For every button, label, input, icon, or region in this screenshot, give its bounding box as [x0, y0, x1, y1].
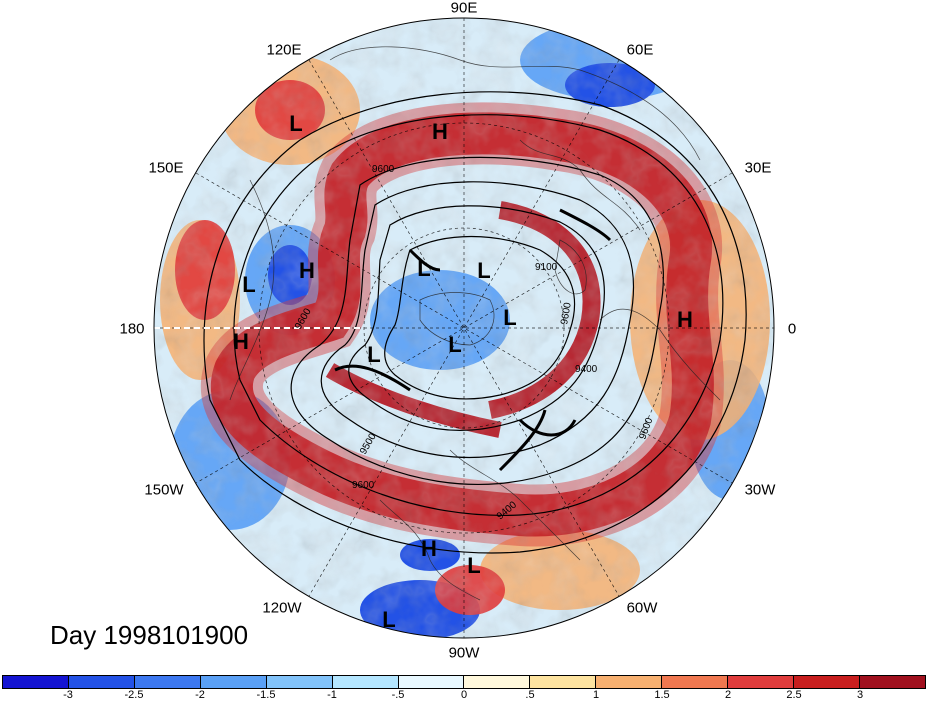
- lon-label-90w: 90W: [448, 644, 480, 662]
- map-disk: [154, 18, 774, 638]
- colorbar-segment: [728, 676, 795, 688]
- lon-label-90e: 90E: [450, 0, 478, 17]
- colorbar-segment: [68, 676, 135, 688]
- low-pressure-marker: L: [467, 553, 480, 578]
- low-pressure-marker: L: [289, 111, 302, 136]
- high-pressure-marker: H: [421, 536, 437, 561]
- lon-label-60w: 60W: [626, 599, 658, 617]
- colorbar-segment: [134, 676, 201, 688]
- lon-label-30e: 30E: [744, 159, 772, 177]
- date-title: Day 1998101900: [50, 620, 249, 650]
- contour-label: 9400: [575, 364, 598, 375]
- colorbar-segment: [398, 676, 465, 688]
- high-pressure-marker: H: [432, 119, 448, 144]
- colorbar-segment: [530, 676, 597, 688]
- low-pressure-marker: L: [242, 272, 255, 297]
- colorbar-tick-label: .5: [525, 689, 535, 701]
- low-pressure-marker: L: [503, 305, 516, 330]
- contour-label: 9600: [372, 164, 395, 175]
- low-pressure-marker: L: [477, 258, 490, 283]
- high-pressure-marker: H: [677, 307, 693, 332]
- colorbar-tick-label: -3: [63, 689, 73, 701]
- colorbar-tick-label: -.5: [391, 689, 405, 701]
- colorbar-segment: [266, 676, 333, 688]
- colorbar-tick-label: 3: [856, 689, 864, 701]
- colorbar-segment: [200, 676, 267, 688]
- lon-label-60e: 60E: [626, 41, 654, 59]
- colorbar-tick-label: -2: [195, 689, 205, 701]
- contour-label: 9600: [559, 301, 574, 325]
- low-pressure-marker: L: [417, 256, 430, 281]
- lon-label-120e: 120E: [266, 41, 302, 59]
- colorbar-segment: [662, 676, 729, 688]
- colorbar-tick-label: 2: [724, 689, 732, 701]
- lon-label-150w: 150W: [144, 481, 184, 499]
- low-pressure-marker: L: [367, 342, 380, 367]
- contour-label: 9100: [535, 262, 558, 273]
- colorbar: [2, 675, 926, 689]
- colorbar-tick-label: 0: [460, 689, 468, 701]
- colorbar-tick-label: 1.5: [654, 689, 670, 701]
- map-border: [153, 17, 775, 639]
- colorbar-segment: [794, 676, 860, 688]
- contour-label: 9600: [352, 480, 375, 491]
- colorbar-segment: [596, 676, 663, 688]
- high-pressure-marker: H: [299, 258, 315, 283]
- colorbar-tick-label: -2.5: [124, 689, 144, 701]
- lon-label-0: 0: [787, 320, 797, 338]
- lon-label-150e: 150E: [148, 159, 184, 177]
- colorbar-tick-label: -1.5: [256, 689, 276, 701]
- colorbar-segment: [3, 676, 69, 688]
- lon-label-30w: 30W: [744, 481, 776, 499]
- low-pressure-marker: L: [382, 607, 395, 632]
- high-pressure-marker: H: [233, 329, 249, 354]
- colorbar-tick-label: 2.5: [786, 689, 802, 701]
- colorbar-tick-label: 1: [592, 689, 600, 701]
- colorbar-segment: [464, 676, 531, 688]
- low-pressure-marker: L: [448, 332, 461, 357]
- lon-label-120w: 120W: [262, 599, 302, 617]
- colorbar-segment: [859, 676, 925, 688]
- colorbar-segment: [332, 676, 399, 688]
- lon-label-180: 180: [119, 320, 145, 338]
- colorbar-tick-label: -1: [327, 689, 337, 701]
